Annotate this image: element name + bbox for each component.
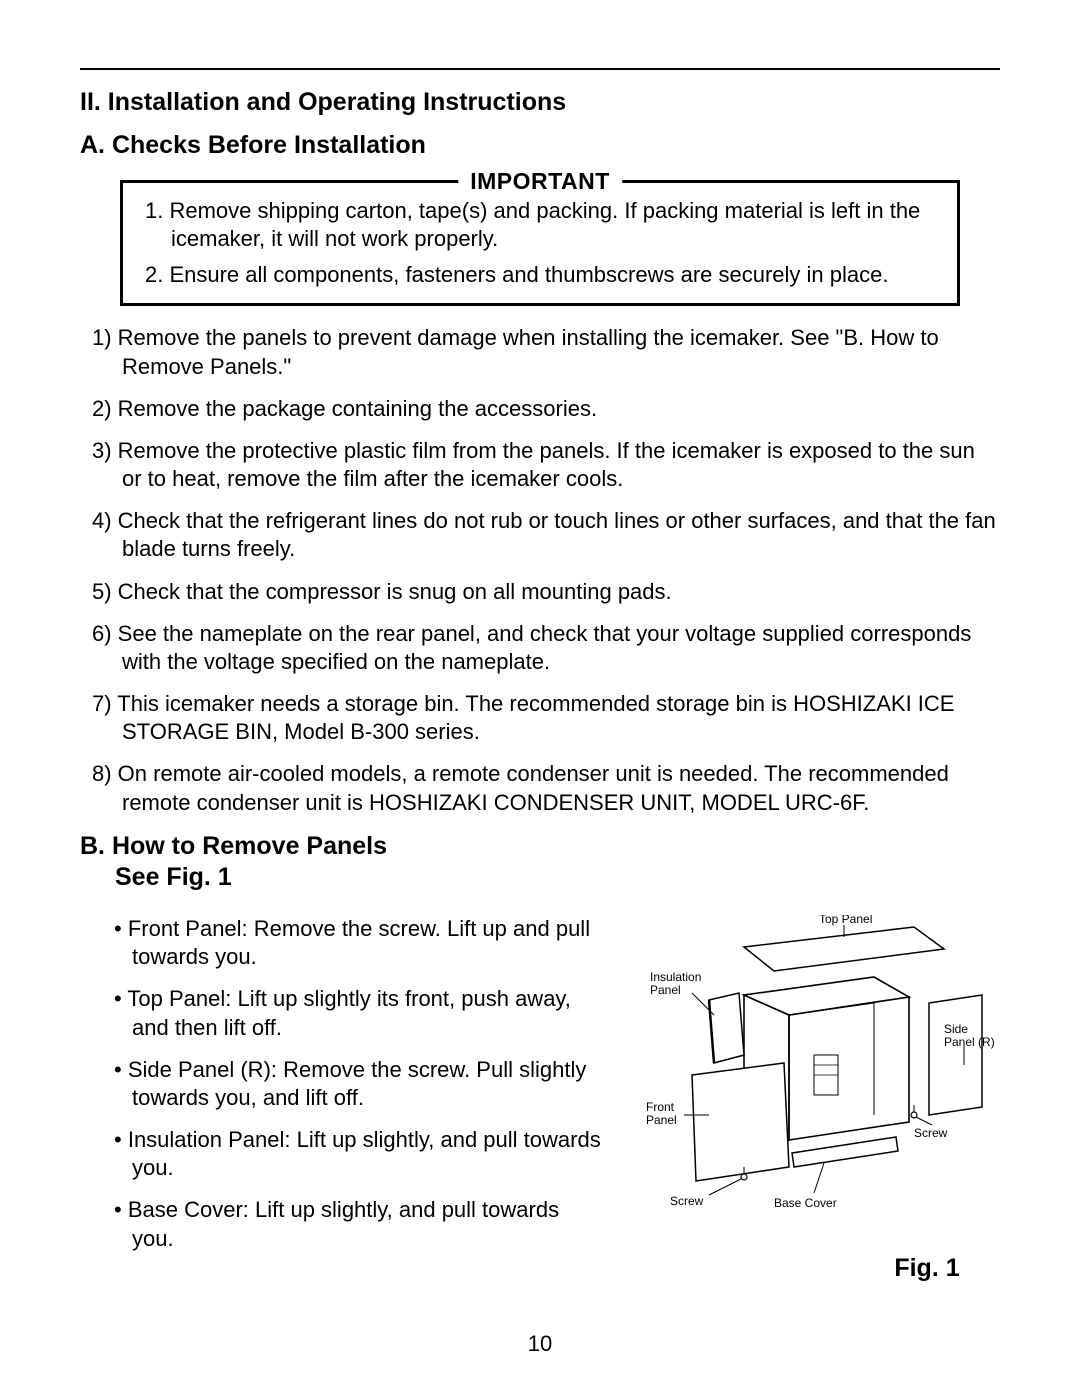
panel-step: Side Panel (R): Remove the screw. Pull s… [114, 1056, 604, 1112]
front-panel-label-2: Panel [646, 1113, 677, 1127]
section-b-body: Front Panel: Remove the screw. Lift up a… [80, 915, 1000, 1283]
panel-step: Base Cover: Lift up slightly, and pull t… [114, 1196, 604, 1252]
screw-left-icon [741, 1174, 747, 1180]
top-panel-label: Top Panel [819, 915, 872, 926]
panel-step: Insulation Panel: Lift up slightly, and … [114, 1126, 604, 1182]
screw-right-leader [916, 1117, 932, 1125]
section-b: B. How to Remove Panels See Fig. 1 Front… [80, 831, 1000, 1284]
cabinet-front-face [789, 997, 909, 1140]
base-cover-shape [792, 1137, 898, 1167]
front-panel-shape [692, 1063, 789, 1181]
heading-b-subtitle: See Fig. 1 [115, 863, 232, 891]
panel-step: Front Panel: Remove the screw. Lift up a… [114, 915, 604, 971]
heading-section-b: B. How to Remove Panels See Fig. 1 [80, 831, 1000, 894]
check-item: 7) This icemaker needs a storage bin. Th… [92, 690, 1000, 746]
check-item: 5) Check that the compressor is snug on … [92, 578, 1000, 606]
horizontal-rule [80, 68, 1000, 70]
front-panel-label-1: Front [646, 1100, 675, 1114]
figure-caption: Fig. 1 [854, 1254, 1000, 1283]
heading-section-2: II. Installation and Operating Instructi… [80, 88, 1000, 117]
heading-section-a: A. Checks Before Installation [80, 131, 1000, 160]
important-callout-box: IMPORTANT 1. Remove shipping carton, tap… [120, 180, 960, 306]
screw-right-label: Screw [914, 1126, 948, 1140]
screw-left-label: Screw [670, 1194, 704, 1208]
panel-steps-column: Front Panel: Remove the screw. Lift up a… [114, 915, 604, 1283]
panel-step: Top Panel: Lift up slightly its front, p… [114, 985, 604, 1041]
side-panel-label-2: Panel (R) [944, 1035, 994, 1049]
check-item: 2) Remove the package containing the acc… [92, 395, 1000, 423]
check-item: 6) See the nameplate on the rear panel, … [92, 620, 1000, 676]
base-cover-leader [814, 1163, 824, 1193]
diagram-column: Top Panel Insulation [614, 915, 1000, 1283]
checks-list: 1) Remove the panels to prevent damage w… [92, 324, 1000, 816]
check-item: 4) Check that the refrigerant lines do n… [92, 507, 1000, 563]
important-item: 1. Remove shipping carton, tape(s) and p… [145, 197, 935, 253]
exploded-panel-diagram: Top Panel Insulation [614, 915, 994, 1215]
check-item: 8) On remote air-cooled models, a remote… [92, 760, 1000, 816]
check-item: 3) Remove the protective plastic film fr… [92, 437, 1000, 493]
screw-left-leader [709, 1179, 741, 1195]
insulation-label-1: Insulation [650, 970, 701, 984]
heading-b-title: B. How to Remove Panels [80, 832, 387, 860]
important-label: IMPORTANT [458, 168, 622, 195]
check-item: 1) Remove the panels to prevent damage w… [92, 324, 1000, 380]
side-panel-label-1: Side [944, 1022, 968, 1036]
panel-steps-list: Front Panel: Remove the screw. Lift up a… [114, 915, 604, 1253]
side-panel-shape [929, 995, 982, 1115]
insulation-label-2: Panel [650, 983, 681, 997]
important-list: 1. Remove shipping carton, tape(s) and p… [145, 197, 935, 289]
page-number: 10 [0, 1331, 1080, 1357]
important-item: 2. Ensure all components, fasteners and … [145, 261, 935, 289]
base-cover-label: Base Cover [774, 1196, 837, 1210]
